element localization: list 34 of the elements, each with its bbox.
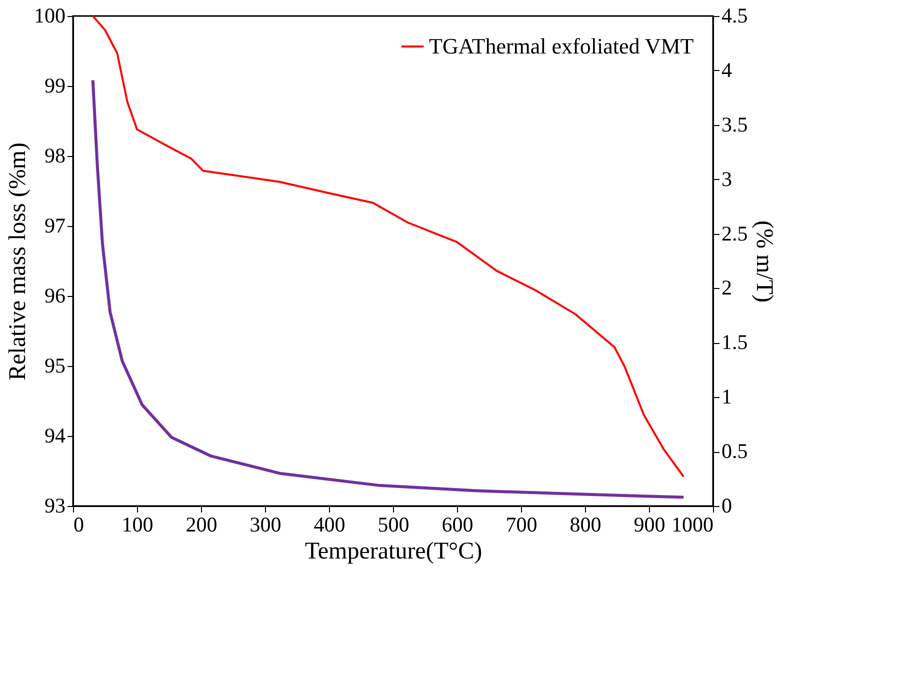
y-tick-label: 96	[44, 284, 66, 308]
x-tick-label: 600	[442, 512, 474, 536]
y-tick-label: 97	[44, 214, 66, 238]
y-tick-label: 94	[44, 424, 66, 448]
x-tick-label: 400	[314, 512, 346, 536]
x-axis-title: Temperature(T°C)	[304, 538, 482, 564]
y2-tick-label: 4.5	[722, 4, 748, 28]
x-tick-label: 500	[378, 512, 410, 536]
y2-tick-label: 2	[722, 276, 732, 300]
line-series	[91, 78, 686, 499]
x-tick-label: 800	[570, 512, 602, 536]
y2-tick-label: 0.5	[722, 439, 748, 464]
y-tick-label: 93	[44, 494, 66, 518]
x-tick-label: 300	[250, 512, 282, 536]
y2-axis-title: (% m/T)	[750, 220, 777, 302]
y2-tick-label: 2.5	[722, 221, 748, 246]
x-tick-label: 100	[122, 512, 154, 536]
y-tick-label: 95	[44, 354, 66, 378]
y-tick-label: 100	[34, 4, 66, 28]
legend-label: TGAThermal exfoliated VMT	[429, 34, 694, 58]
y-tick-label: 99	[44, 74, 66, 98]
y2-tick-label: 3	[722, 166, 732, 191]
y2-tick-label: 4	[722, 58, 732, 82]
y2-tick-label: 3.5	[722, 112, 748, 136]
x-tick-label: 700	[506, 512, 538, 536]
x-tick-label: 200	[186, 512, 218, 536]
x-tick-label: 1000	[672, 512, 714, 536]
y-tick-label: 98	[44, 144, 66, 168]
y2-tick-label: 0	[722, 494, 732, 518]
y-axis-title: Relative mass loss (%m)	[5, 142, 31, 380]
x-tick-label: 900	[634, 512, 666, 536]
y2-tick-label: 1	[722, 384, 732, 409]
x-tick-label: 0	[74, 512, 84, 536]
y2-tick-label: 1.5	[722, 330, 748, 354]
